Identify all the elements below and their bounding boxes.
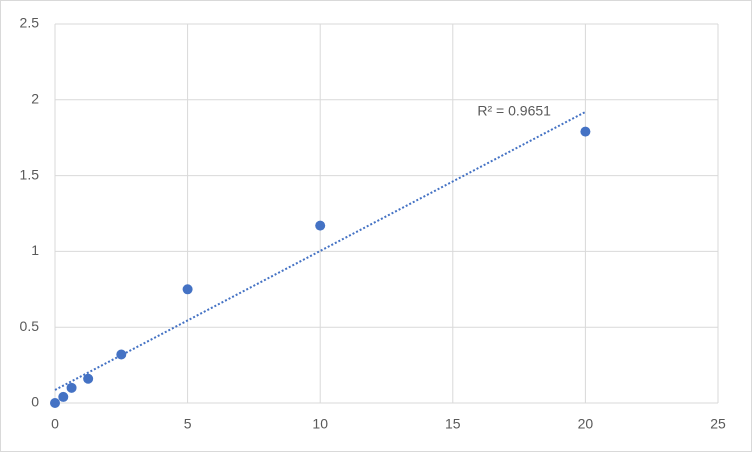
x-tick-label: 25 bbox=[710, 416, 726, 432]
data-point bbox=[66, 382, 77, 393]
trendline-annotation: R² = 0.9651 bbox=[477, 103, 551, 119]
data-point bbox=[315, 220, 326, 231]
y-tick-label: 0.5 bbox=[20, 318, 40, 334]
data-point bbox=[580, 126, 591, 137]
x-tick-label: 15 bbox=[445, 416, 461, 432]
x-tick-label: 10 bbox=[312, 416, 328, 432]
data-point bbox=[116, 349, 127, 360]
y-tick-label: 0 bbox=[31, 394, 39, 410]
data-point bbox=[182, 284, 193, 295]
y-tick-label: 1 bbox=[31, 242, 39, 258]
data-point bbox=[50, 398, 60, 408]
data-point bbox=[58, 391, 69, 402]
x-tick-label: 20 bbox=[578, 416, 594, 432]
x-tick-label: 5 bbox=[184, 416, 192, 432]
y-tick-label: 1.5 bbox=[20, 166, 40, 182]
data-point bbox=[83, 373, 94, 384]
y-tick-label: 2 bbox=[31, 91, 39, 107]
x-tick-label: 0 bbox=[51, 416, 59, 432]
y-tick-label: 2.5 bbox=[20, 15, 40, 31]
